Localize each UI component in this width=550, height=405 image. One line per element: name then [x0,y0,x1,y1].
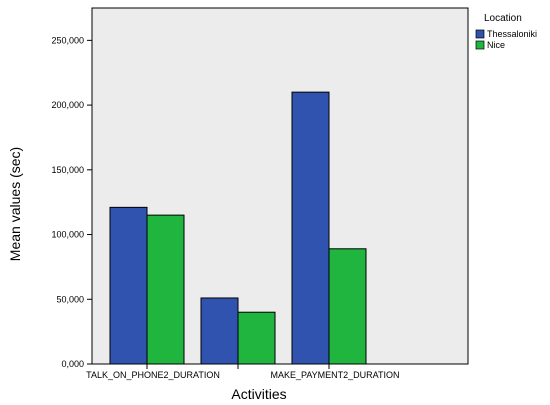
bar-nice-0 [146,214,185,365]
y-tick-label: 200,000 [51,100,84,110]
bar-nice-2 [328,248,367,365]
legend-label-nice: Nice [487,40,505,50]
y-tick-label: 250,000 [51,35,84,45]
y-tick-label: 50,000 [56,294,84,304]
x-tick-label: TALK_ON_PHONE2_DURATION [86,370,220,380]
bar-thessaloniki-2 [291,91,330,365]
y-axis: 0,000 50,000 100,000 150,000 200,000 250,000 [51,35,92,369]
legend-title: Location [484,13,522,24]
bar-thessaloniki-1 [200,297,239,365]
x-tick-label: MAKE_PAYMENT2_DURATION [270,370,399,380]
legend-swatch-nice [475,40,485,50]
bars [109,91,367,365]
y-tick-label: 150,000 [51,165,84,175]
legend-swatch-thessaloniki [475,29,485,39]
bar-thessaloniki-0 [109,206,148,365]
y-tick-label: 0,000 [61,359,84,369]
bar-nice-1 [237,311,276,365]
y-axis-title: Mean values (sec) [7,147,23,261]
y-tick-label: 100,000 [51,230,84,240]
legend-label-thessaloniki: Thessaloniki [487,29,537,39]
x-axis: TALK_ON_PHONE2_DURATION MAKE_PAYMENT2_DUR… [86,364,400,380]
x-axis-title: Activities [231,386,286,402]
